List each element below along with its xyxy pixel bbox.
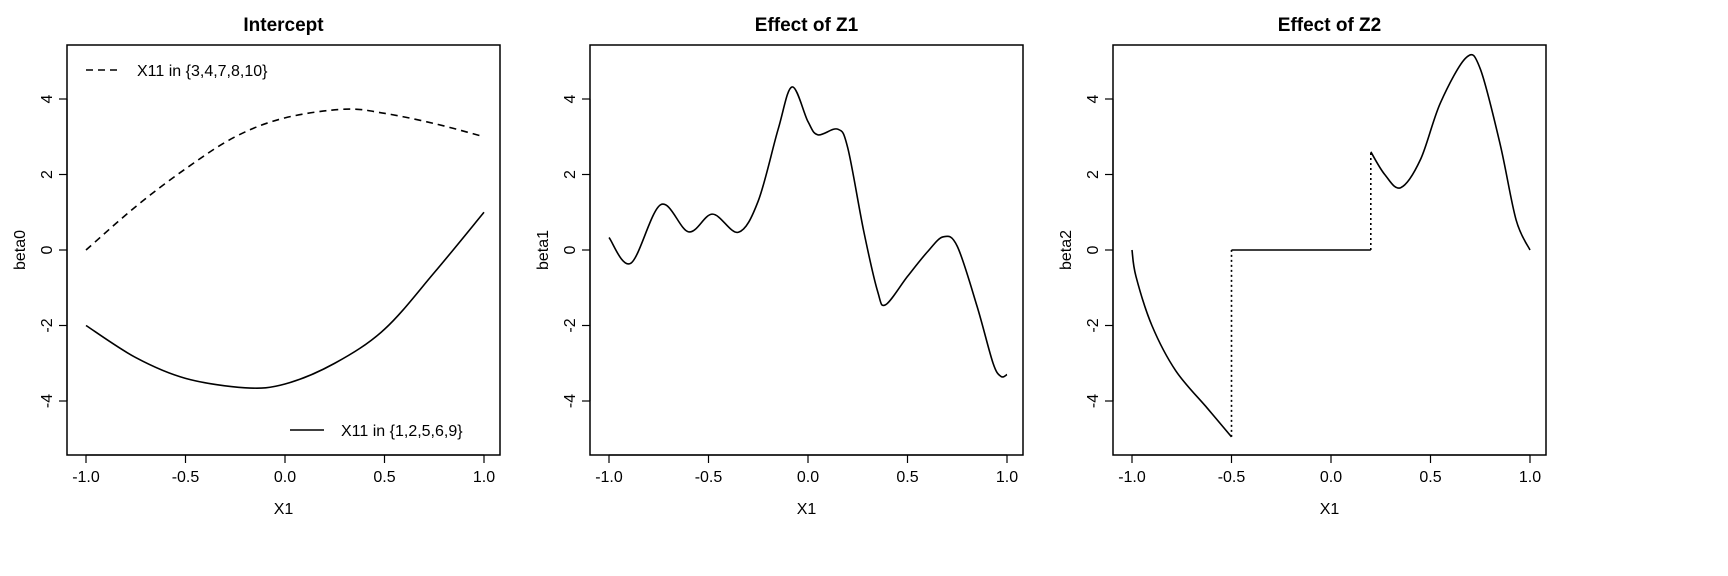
series-line-beta1 (608, 86, 1008, 378)
y-tick-label: 0 (1085, 245, 1102, 254)
x-axis-label: X1 (797, 501, 817, 518)
y-tick-label: -2 (562, 318, 579, 332)
x-tick-label: 1.0 (996, 469, 1018, 486)
legend-label: X11 in {1,2,5,6,9} (341, 423, 463, 440)
x-tick-label: 1.0 (1519, 469, 1541, 486)
y-axis-label: beta1 (535, 230, 552, 270)
x-tick-label: -0.5 (695, 469, 723, 486)
y-tick-label: 2 (562, 170, 579, 179)
x-tick-label: 0.0 (1320, 469, 1342, 486)
x-tick-label: -0.5 (1218, 469, 1246, 486)
y-tick-label: 4 (562, 94, 579, 103)
y-tick-label: -4 (39, 394, 56, 408)
series-line-segment-1 (1131, 249, 1233, 438)
y-tick-label: 2 (1085, 170, 1102, 179)
x-tick-label: 0.0 (274, 469, 296, 486)
y-tick-label: 0 (562, 245, 579, 254)
legend-label: X11 in {3,4,7,8,10} (137, 63, 268, 80)
x-axis-label: X1 (1320, 501, 1340, 518)
x-tick-label: 0.0 (797, 469, 819, 486)
x-tick-label: 0.5 (896, 469, 918, 486)
panel-3: Effect of Z2 -1.0 -0.5 0.0 0.5 1.0 X1 -4 -2 0 2 4 be… (1058, 15, 1547, 518)
y-axis-label: beta2 (1058, 230, 1075, 270)
series-line-x11-in-1-2-5-6-9- (85, 211, 485, 389)
y-tick-label: -4 (1085, 394, 1102, 408)
x-axis-label: X1 (274, 501, 294, 518)
chart-title: Effect of Z1 (755, 15, 859, 36)
panel-1: Intercept -1.0 -0.5 0.0 0.5 1.0 X1 -4 -2 0 2 4 beta0… (12, 15, 501, 518)
y-tick-label: 2 (39, 170, 56, 179)
y-tick-label: 4 (39, 94, 56, 103)
x-tick-label: 1.0 (473, 469, 495, 486)
y-axis-label: beta0 (12, 230, 29, 270)
y-tick-label: -4 (562, 394, 579, 408)
series-line-x11-in-3-4-7-8-10- (85, 108, 485, 251)
chart-title: Intercept (243, 15, 324, 36)
x-tick-label: -0.5 (172, 469, 200, 486)
x-tick-label: -1.0 (1118, 469, 1146, 486)
y-tick-label: 4 (1085, 94, 1102, 103)
chart-title: Effect of Z2 (1278, 15, 1381, 36)
x-tick-label: -1.0 (72, 469, 100, 486)
plot-frame (66, 44, 501, 456)
panel-2: Effect of Z1 -1.0 -0.5 0.0 0.5 1.0 X1 -4 -2 0 2 4 be… (535, 15, 1024, 518)
y-tick-label: -2 (1085, 318, 1102, 332)
x-tick-label: 0.5 (373, 469, 395, 486)
y-tick-label: 0 (39, 245, 56, 254)
x-tick-label: 0.5 (1419, 469, 1441, 486)
series-line-segment-3 (1370, 53, 1531, 251)
x-tick-label: -1.0 (595, 469, 623, 486)
y-tick-label: -2 (39, 318, 56, 332)
